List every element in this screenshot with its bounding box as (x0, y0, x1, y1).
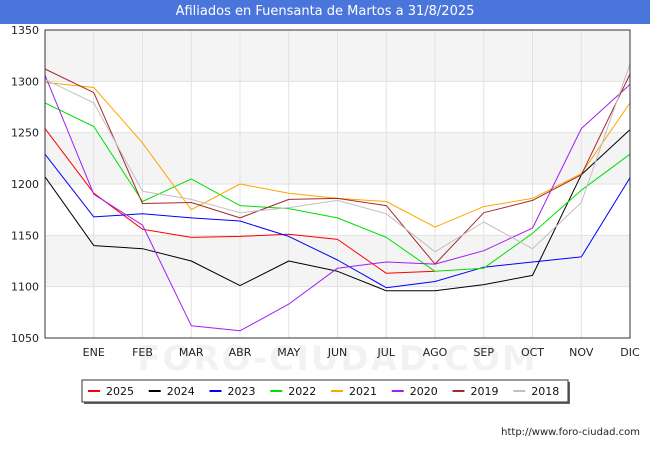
y-tick-label: 1300 (11, 75, 39, 88)
y-tick-label: 1200 (11, 178, 39, 191)
x-tick-label: ABR (229, 346, 252, 359)
x-tick-labels: ENE FEB MAR ABR MAY JUN JUL AGO SEP OCT NOV DIC (83, 346, 640, 359)
x-tick-label: SEP (473, 346, 494, 359)
legend-label: 2023 (228, 385, 256, 398)
y-tick-label: 1250 (11, 127, 39, 140)
y-tick-label: 1350 (11, 24, 39, 37)
chart-title: Afiliados en Fuensanta de Martos a 31/8/… (0, 0, 650, 24)
watermark-text: FORO-CIUDAD.COM (137, 339, 538, 379)
legend-label: 2024 (167, 385, 195, 398)
legend-label: 2019 (471, 385, 499, 398)
watermark-group: FORO-CIUDAD.COM (137, 339, 538, 379)
legend-label: 2022 (288, 385, 316, 398)
x-tick-label: FEB (132, 346, 153, 359)
series-line-2022 (44, 102, 631, 272)
x-tick-label: MAY (277, 346, 300, 359)
legend-label: 2021 (349, 385, 377, 398)
legend-label: 2020 (410, 385, 438, 398)
y-tick-label: 1050 (11, 332, 39, 345)
plot-frame (44, 29, 631, 339)
series-line-2023 (44, 153, 631, 289)
series-line-2025 (44, 128, 436, 274)
x-tick-label: JUN (327, 346, 348, 359)
series-lines (44, 63, 631, 332)
series-line-2019 (44, 68, 631, 265)
y-tick-labels: 1050 1100 1150 1200 1250 1300 1350 (11, 24, 39, 345)
x-tick-label: DIC (620, 346, 640, 359)
series-line-2018 (44, 63, 631, 253)
x-tick-label: AGO (423, 346, 448, 359)
legend-label: 2025 (106, 385, 134, 398)
x-tick-label: OCT (521, 346, 544, 359)
y-tick-label: 1150 (11, 229, 39, 242)
series-line-2024 (44, 129, 631, 292)
x-tick-label: ENE (83, 346, 105, 359)
series-line-2020 (44, 75, 631, 332)
x-tick-label: NOV (569, 346, 594, 359)
legend: 2025 2024 2023 2022 2021 2020 2019 2018 (81, 379, 570, 404)
legend-box (81, 379, 569, 403)
x-tick-label: JUL (377, 346, 396, 359)
legend-label: 2018 (531, 385, 559, 398)
source-credit: http://www.foro-ciudad.com (501, 427, 640, 438)
y-tick-label: 1100 (11, 281, 39, 294)
x-tick-label: MAR (179, 346, 204, 359)
